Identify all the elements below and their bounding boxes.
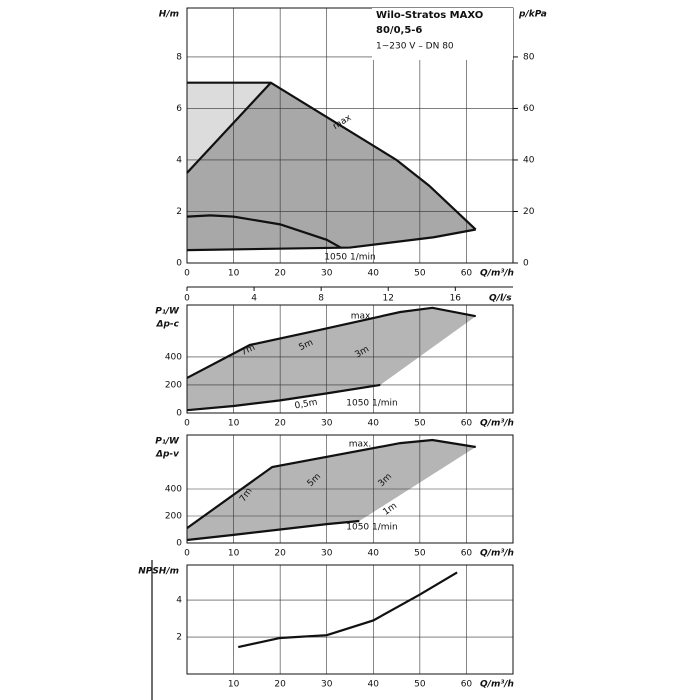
curve <box>186 306 476 379</box>
x2-tick-label: 12 <box>383 294 394 304</box>
plot-frame <box>186 304 514 414</box>
x2-axis-label: Q/l/s <box>489 294 512 304</box>
chart-title: Wilo-Stratos MAXO <box>376 10 483 21</box>
plot-frame <box>186 564 514 675</box>
x-axis-label: Q/m³/h <box>480 419 514 429</box>
operating-area <box>187 439 476 541</box>
x2-tick-label: 8 <box>318 294 324 304</box>
x-tick-label: 30 <box>321 680 333 690</box>
y-tick-label: 2 <box>176 633 182 643</box>
plot-frame <box>186 7 514 264</box>
x-tick-label: 60 <box>461 680 473 690</box>
y-axis-label: NPSH/m <box>138 567 179 577</box>
x-tick-label: 60 <box>461 419 473 429</box>
y-tick-label: 0 <box>176 409 182 419</box>
x-tick-label: 20 <box>274 269 286 279</box>
x-tick-label: 0 <box>184 269 190 279</box>
y-tick-label: 0 <box>176 539 182 549</box>
y-tick-label: 8 <box>176 52 182 62</box>
x2-tick-label: 4 <box>251 294 257 304</box>
y-tick-label: 2 <box>176 207 182 217</box>
curve-label: max. <box>351 312 373 322</box>
y2-axis-label: p/kPa <box>518 10 547 20</box>
y-axis-label: H/m <box>159 10 179 20</box>
operating-area <box>187 307 476 411</box>
y-tick-label: 400 <box>165 485 182 495</box>
chart-model: 80/0,5-6 <box>376 25 422 36</box>
x-tick-label: 10 <box>228 269 240 279</box>
x-tick-label: 50 <box>414 419 426 429</box>
curve <box>186 81 272 174</box>
x-tick-label: 30 <box>321 549 333 559</box>
curve <box>237 571 458 649</box>
y-tick-label: 4 <box>176 155 182 165</box>
x-tick-label: 40 <box>368 549 380 559</box>
x-axis-label: Q/m³/h <box>480 680 514 690</box>
x-tick-label: 10 <box>228 419 240 429</box>
curve <box>186 438 476 530</box>
curve <box>186 214 342 249</box>
x-tick-label: 0 <box>184 419 190 429</box>
y-tick-label: 200 <box>165 380 182 390</box>
x-tick-label: 40 <box>368 269 380 279</box>
x-tick-label: 20 <box>274 680 286 690</box>
x-tick-label: 50 <box>414 549 426 559</box>
curve <box>186 383 381 412</box>
y-axis-label: Δp-v <box>155 450 180 460</box>
x-tick-label: 10 <box>228 549 240 559</box>
chart-subtitle: 1~230 V – DN 80 <box>376 42 454 52</box>
x-tick-label: 10 <box>228 680 240 690</box>
curve-label: max. <box>349 440 371 450</box>
y-axis-label: Δp-c <box>156 320 180 330</box>
y-tick-label: 400 <box>165 352 182 362</box>
y2-tick-label: 20 <box>523 207 535 217</box>
y2-tick-label: 40 <box>523 155 535 165</box>
x-axis-label: Q/m³/h <box>480 549 514 559</box>
x-tick-label: 50 <box>414 269 426 279</box>
x-tick-label: 30 <box>321 419 333 429</box>
plot-frame <box>186 434 514 544</box>
y-tick-label: 4 <box>176 596 182 606</box>
x-tick-label: 60 <box>461 549 473 559</box>
x-tick-label: 60 <box>461 269 473 279</box>
x-tick-label: 40 <box>368 419 380 429</box>
y2-tick-label: 80 <box>523 52 535 62</box>
x-tick-label: 0 <box>184 549 190 559</box>
x-tick-label: 50 <box>414 680 426 690</box>
curve <box>186 519 360 542</box>
y-tick-label: 200 <box>165 512 182 522</box>
y2-tick-label: 60 <box>523 104 535 114</box>
y-axis-label: P₁/W <box>155 307 180 317</box>
curve-label: 1050 1/min <box>346 399 398 409</box>
x-tick-label: 40 <box>368 680 380 690</box>
x-axis-label: Q/m³/h <box>480 269 514 279</box>
title-box <box>372 8 513 60</box>
y-axis-label: P₁/W <box>155 437 180 447</box>
y-tick-label: 0 <box>176 259 182 269</box>
curve <box>186 228 476 252</box>
x-tick-label: 30 <box>321 269 333 279</box>
curve-label: 1050 1/min <box>346 523 398 533</box>
curve-label: 0,5m <box>294 398 318 412</box>
x2-tick-label: 0 <box>184 294 190 304</box>
y2-tick-label: 0 <box>523 259 529 269</box>
operating-area <box>187 82 476 251</box>
x-tick-label: 20 <box>274 419 286 429</box>
x2-tick-label: 16 <box>450 294 462 304</box>
x-tick-label: 20 <box>274 549 286 559</box>
curve-label: 1050 1/min <box>324 253 376 263</box>
y-tick-label: 6 <box>176 104 182 114</box>
curve <box>187 81 477 231</box>
